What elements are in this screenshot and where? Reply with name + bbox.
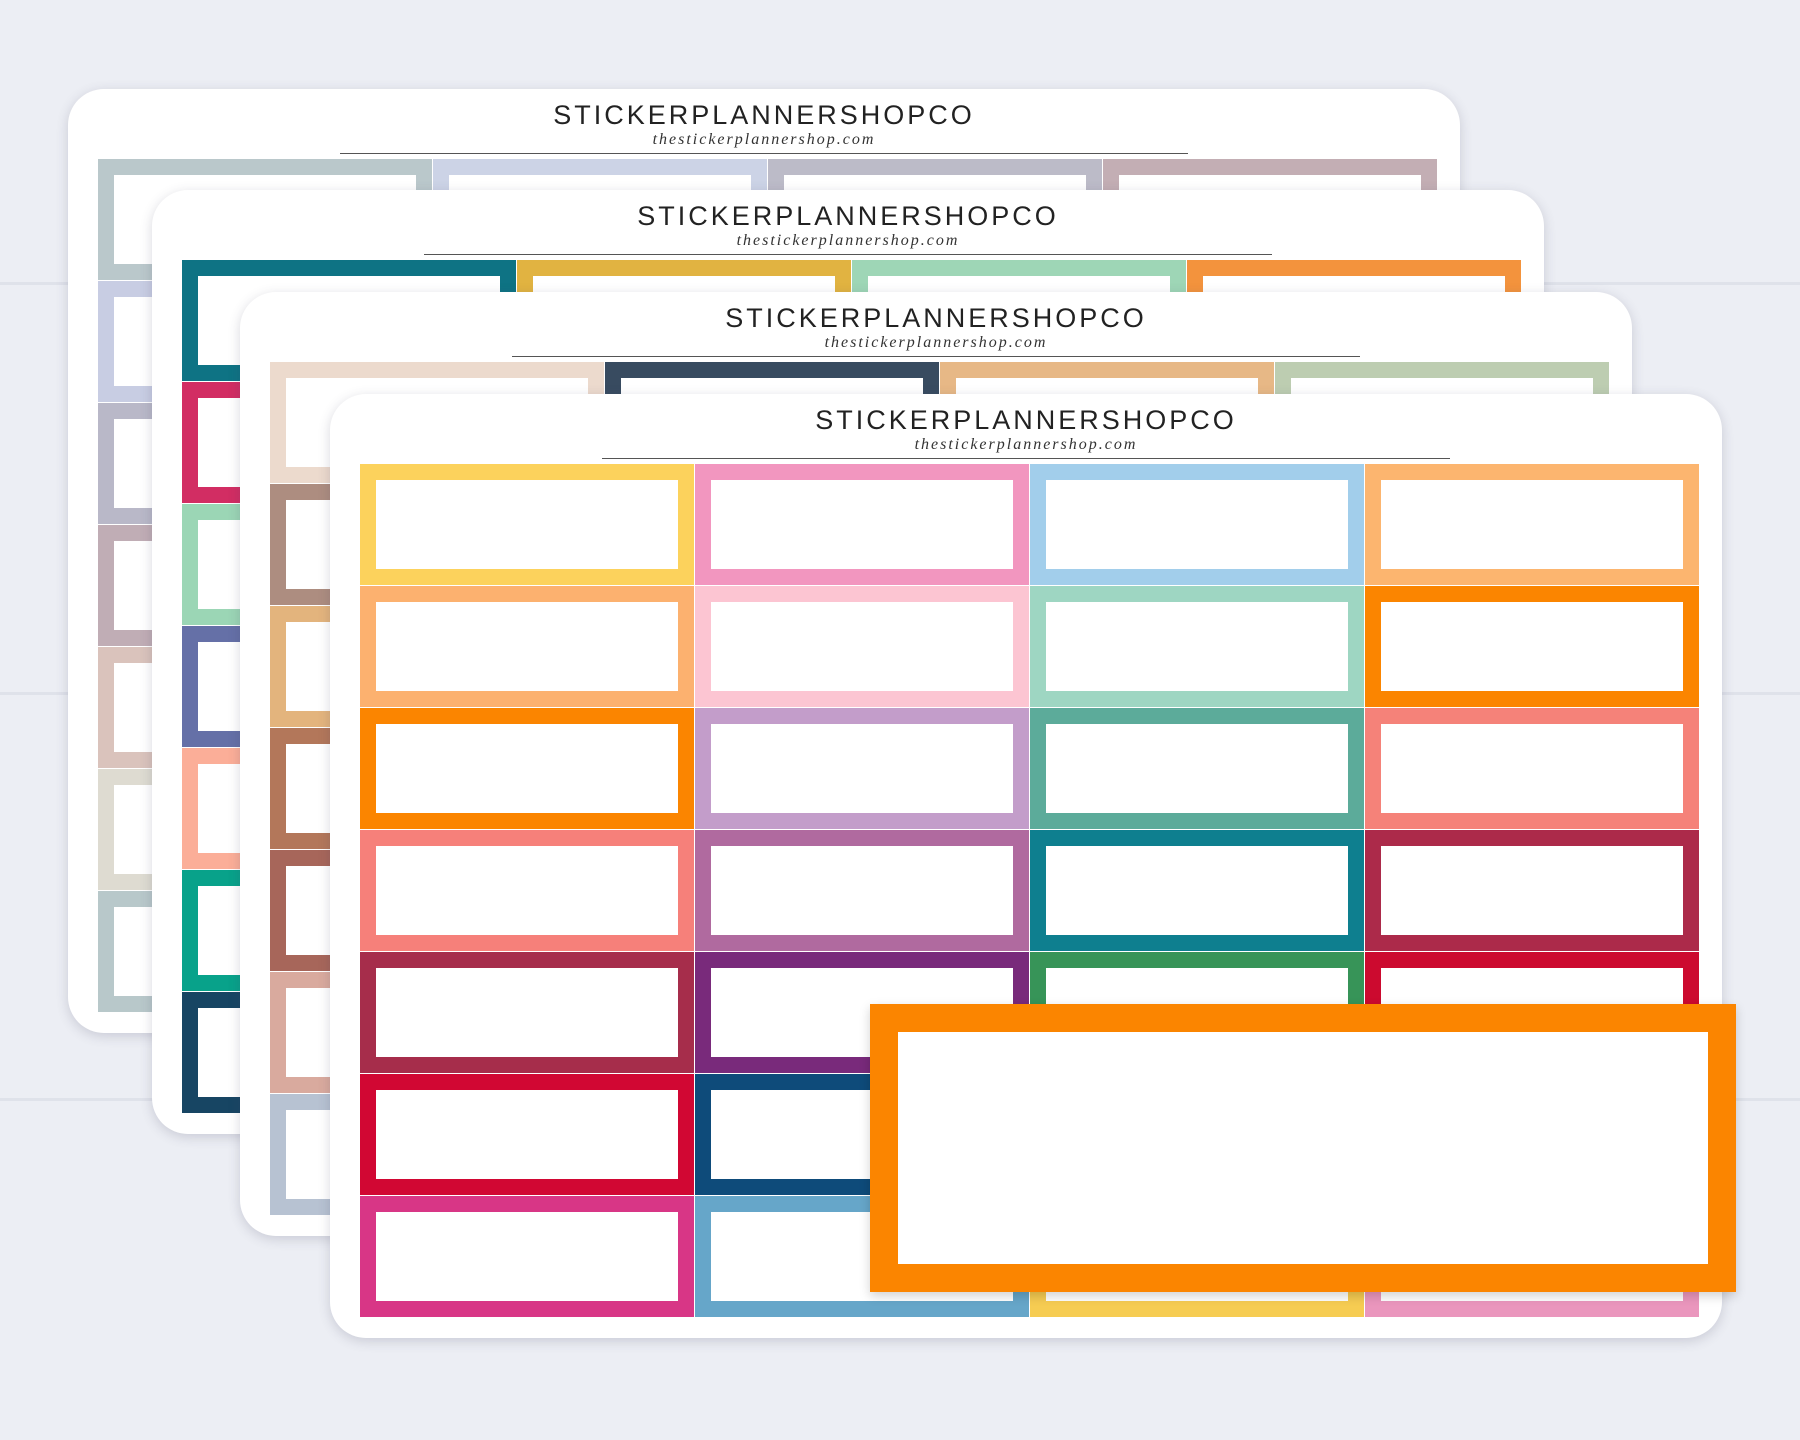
sticker-box — [360, 830, 694, 951]
header-rule — [512, 356, 1360, 357]
sticker-box — [1365, 830, 1699, 951]
sticker-box — [1030, 708, 1364, 829]
sticker-box — [695, 586, 1029, 707]
sticker-box — [1365, 708, 1699, 829]
brand-name: STICKERPLANNERSHOPCO — [637, 201, 1059, 231]
sticker-box — [360, 586, 694, 707]
header-rule — [424, 254, 1272, 255]
sticker-box — [695, 708, 1029, 829]
sticker-box — [360, 1074, 694, 1195]
sticker-box — [360, 952, 694, 1073]
header-rule — [602, 458, 1450, 459]
sticker-box — [360, 1196, 694, 1317]
brand-website: thestickerplannershop.com — [914, 436, 1138, 453]
brand-website: thestickerplannershop.com — [824, 334, 1048, 351]
sticker-box — [1030, 830, 1364, 951]
header-rule — [340, 153, 1188, 154]
sticker-box — [695, 830, 1029, 951]
sticker-box — [1030, 586, 1364, 707]
sticker-box — [360, 708, 694, 829]
brand-name: STICKERPLANNERSHOPCO — [815, 405, 1237, 435]
brand-website: thestickerplannershop.com — [736, 232, 960, 249]
sticker-box — [1365, 464, 1699, 585]
brand-name: STICKERPLANNERSHOPCO — [553, 100, 975, 130]
brand-website: thestickerplannershop.com — [652, 131, 876, 148]
featured-sticker-closeup — [870, 1004, 1736, 1292]
sticker-box — [695, 464, 1029, 585]
sticker-box — [360, 464, 694, 585]
sticker-box — [1365, 586, 1699, 707]
sticker-box — [1030, 464, 1364, 585]
brand-name: STICKERPLANNERSHOPCO — [725, 303, 1147, 333]
